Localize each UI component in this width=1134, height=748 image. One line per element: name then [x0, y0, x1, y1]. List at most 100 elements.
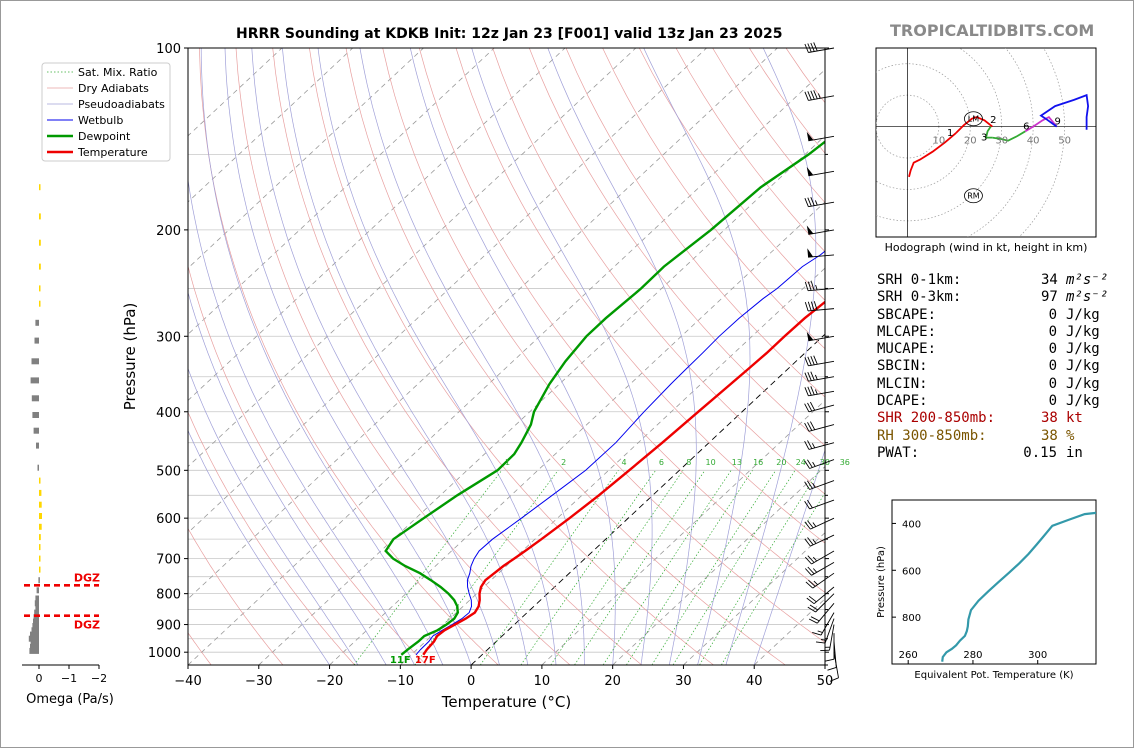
pseudoadiabat-line — [753, 448, 825, 665]
wind-barb-full — [829, 677, 839, 682]
wind-barb-staff — [808, 335, 835, 342]
theta-e-x-tick-label: 300 — [1028, 650, 1047, 661]
wind-barb — [804, 281, 835, 292]
theta-e-plot: 260 280 300 400 600 800 Pressure (hPa) Equivale… — [876, 499, 1097, 681]
stats-unit: J/kg — [1066, 306, 1100, 323]
wind-barb-full — [804, 372, 809, 382]
mixing-ratio-line — [520, 470, 656, 665]
mixing-ratio-line — [651, 470, 777, 665]
x-tick-label: −20 — [316, 674, 343, 689]
omega-bar — [33, 427, 39, 434]
stats-unit: J/kg — [1066, 375, 1100, 392]
pseudoadiabat-line — [188, 429, 330, 665]
wind-barb — [808, 603, 835, 624]
stats-label: SBCAPE: — [877, 306, 937, 323]
wind-barb-staff — [808, 95, 835, 101]
wind-barb-full — [807, 520, 814, 529]
wind-barb-staff — [810, 534, 835, 547]
wind-barb — [806, 167, 835, 177]
wind-barb-staff — [813, 586, 835, 605]
wind-barb-staff — [808, 442, 835, 450]
wind-barbs — [804, 42, 839, 682]
wind-barb-full — [810, 386, 815, 395]
wind-barb-half — [812, 556, 818, 562]
wind-barb-flag — [806, 331, 814, 341]
wind-barb-staff — [808, 201, 835, 208]
x-tick-label: 0 — [467, 674, 475, 689]
storm-motion-label: LM — [968, 115, 979, 124]
mixing-ratio-label: 10 — [706, 458, 716, 467]
omega-bar — [31, 627, 39, 634]
dry-adiabat-line — [235, 48, 571, 665]
y-tick-label: 200 — [156, 224, 181, 239]
wind-barb-full — [804, 301, 809, 312]
hodograph-ring-label: 20 — [964, 136, 977, 147]
mixing-ratio-label: 2 — [561, 458, 566, 467]
hodograph-height-label: 3 — [981, 133, 987, 144]
skewt-plot: 124681013162024303611F17F100200300400500… — [121, 42, 850, 711]
stats-unit: kt — [1066, 410, 1083, 427]
wind-barb — [806, 331, 835, 342]
stats-unit: J/kg — [1066, 393, 1100, 410]
wind-barb-full — [804, 568, 812, 576]
wind-barb — [804, 550, 835, 565]
y-tick-label: 800 — [156, 588, 181, 603]
wind-barb-staff — [808, 424, 835, 432]
omega-bar — [34, 337, 39, 344]
wetbulb-line — [415, 250, 825, 656]
omega-bar — [39, 477, 41, 484]
wind-barb-staff — [810, 517, 835, 530]
wind-barb — [807, 248, 835, 258]
wind-barb — [804, 371, 835, 382]
stats-label: MLCIN: — [877, 375, 928, 392]
omega-bar — [30, 639, 39, 646]
wind-barb — [806, 131, 835, 142]
mixing-ratio-line — [480, 470, 619, 665]
y-tick-label: 500 — [156, 464, 181, 479]
wind-barb-full — [824, 658, 835, 662]
isotherm-line — [188, 48, 707, 534]
wind-barb-full — [804, 357, 809, 366]
wind-barb-full — [804, 422, 810, 432]
wind-barb-full — [804, 460, 810, 469]
mixing-ratio-line — [721, 492, 825, 665]
wind-barb — [804, 42, 835, 53]
dry-adiabat-line — [382, 48, 825, 643]
wind-barb — [804, 355, 835, 367]
wind-barb-full — [807, 422, 813, 431]
stats-label: MUCAPE: — [877, 341, 937, 358]
wind-barb-full — [804, 440, 810, 450]
omega-bar — [33, 614, 39, 621]
dry-adiabat-line — [188, 264, 427, 665]
stats-value: 0 — [1048, 341, 1057, 358]
wind-barb — [807, 593, 835, 613]
wind-barb-staff — [816, 603, 835, 624]
wind-barb-staff — [808, 360, 835, 367]
isotherm-line — [188, 48, 637, 468]
omega-bar — [33, 618, 39, 625]
stats-unit: J/kg — [1066, 358, 1100, 375]
wind-barb-full — [804, 281, 809, 291]
wind-barb-full — [804, 43, 809, 53]
dewpoint-line — [384, 140, 825, 656]
omega-bar — [39, 566, 41, 573]
theta-e-x-axis-label: Equivalent Pot. Temperature (K) — [914, 670, 1073, 681]
chart-title: HRRR Sounding at KDKB Init: 12z Jan 23 [… — [236, 26, 783, 42]
wind-barb-full — [810, 281, 815, 291]
wind-barb-full — [810, 197, 815, 206]
wind-barb-full — [804, 387, 809, 396]
wind-barb-full — [827, 666, 837, 671]
wind-barb — [804, 421, 835, 432]
stats-label: SRH 0-1km: — [877, 272, 962, 288]
stats-row: SHR 200-850mb: 38 kt — [877, 410, 1108, 427]
wind-barb-full — [804, 403, 810, 413]
wind-barb — [806, 225, 835, 235]
temperature-line — [422, 300, 825, 656]
wind-barb-half — [817, 630, 823, 633]
theta-e-x-tick-label: 280 — [963, 650, 982, 661]
omega-bar — [29, 647, 39, 654]
pseudoadiabat-line — [200, 48, 444, 665]
wind-barb-full — [810, 42, 815, 52]
wind-barb-staff — [808, 287, 835, 292]
theta-e-frame — [891, 499, 1097, 665]
